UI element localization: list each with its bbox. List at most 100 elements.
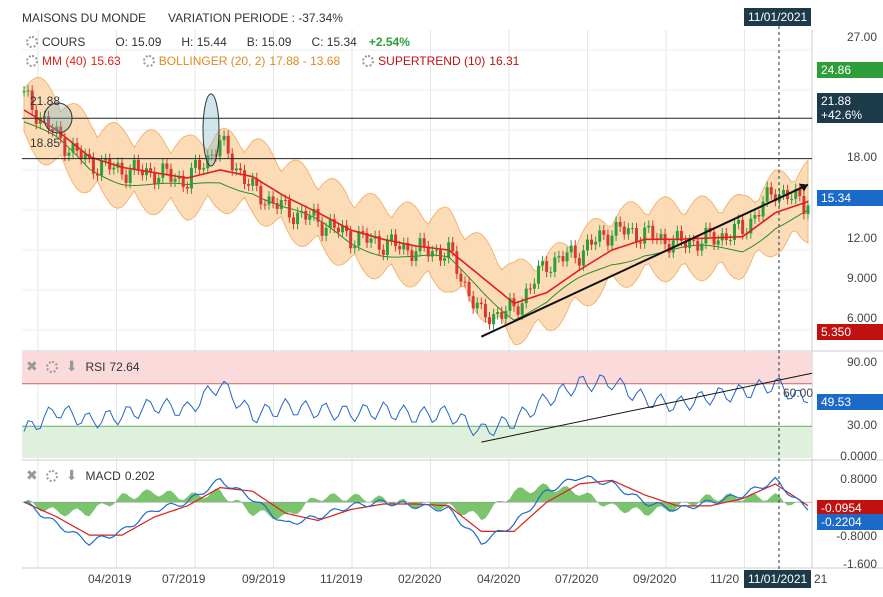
gear-icon[interactable] <box>26 55 38 67</box>
candle-body <box>238 168 242 171</box>
candle-body <box>553 257 557 272</box>
badge-low: 5.350 <box>817 324 883 340</box>
candle-body <box>304 210 308 220</box>
candle-body <box>643 227 647 244</box>
candle-body <box>757 215 761 217</box>
rsi-overbought-zone <box>22 352 812 384</box>
candle-body <box>124 174 128 183</box>
candle-body <box>765 187 769 202</box>
gear-icon[interactable] <box>26 36 38 48</box>
candle-body <box>443 258 447 261</box>
badge-rsi: 49.53 <box>817 394 883 410</box>
candle-body <box>267 196 271 205</box>
trendline-arrowhead <box>799 183 808 192</box>
candle-body <box>569 245 573 253</box>
candle-body <box>806 205 810 215</box>
candle-body <box>622 226 626 235</box>
candle-body <box>104 158 108 161</box>
y-tick-label: 27.00 <box>846 30 877 44</box>
x-tick-label: 09/2019 <box>242 572 286 586</box>
candle-body <box>279 199 283 209</box>
candle-body <box>30 90 34 110</box>
gear-icon[interactable] <box>362 55 375 67</box>
candle-body <box>71 143 75 153</box>
x-tick-label: 21 <box>814 572 828 586</box>
close-icon[interactable]: ✖ <box>26 358 38 374</box>
candle-body <box>516 306 520 315</box>
candle-body <box>349 231 353 249</box>
change-value: +2.54% <box>368 35 410 49</box>
candle-body <box>802 196 806 215</box>
candle-body <box>479 302 483 304</box>
candle-body <box>504 310 508 319</box>
mm-value: 15.63 <box>90 54 121 68</box>
candle-body <box>700 243 704 251</box>
candle-body <box>83 153 87 160</box>
candle-body <box>422 238 426 247</box>
hline-label-21-88: 21.88 <box>30 94 61 108</box>
candle-body <box>243 170 246 184</box>
candle-body <box>492 314 496 325</box>
candle-body <box>463 281 467 283</box>
macd-y-tick: -1.600 <box>842 557 877 571</box>
candle-body <box>606 234 610 246</box>
candle-body <box>275 203 279 209</box>
candle-body <box>561 256 565 262</box>
candle-body <box>728 239 732 241</box>
candle-body <box>390 234 393 241</box>
rsi-trendline <box>481 372 813 443</box>
y-tick-label: 18.00 <box>846 150 877 164</box>
candle-body <box>189 167 193 189</box>
close-icon[interactable]: ✖ <box>26 467 38 483</box>
candle-body <box>398 246 402 250</box>
candle-body <box>357 231 361 246</box>
x-tick-label: 04/2019 <box>88 572 132 586</box>
candle-body <box>749 218 753 234</box>
x-tick-label: 04/2020 <box>477 572 521 586</box>
macd-label: MACD <box>85 468 121 483</box>
candle-body <box>230 153 234 171</box>
candle-body <box>296 212 300 225</box>
instrument-title: MAISONS DU MONDE <box>22 11 147 25</box>
badge-macd: -0.2204 <box>817 514 883 530</box>
cursor-date-top: 11/01/2021 <box>744 8 812 26</box>
macd-signal-line <box>23 479 809 536</box>
arrow-down-icon[interactable]: ⬇ <box>65 467 78 483</box>
gear-icon[interactable] <box>142 55 155 67</box>
candle-body <box>426 246 430 257</box>
candle-body <box>418 238 422 252</box>
variation-periode: VARIATION PERIODE : -37.34% <box>168 11 343 25</box>
candle-body <box>769 187 773 195</box>
candle-body <box>635 228 638 243</box>
candle-body <box>300 210 304 213</box>
gear-icon[interactable] <box>45 469 58 482</box>
candle-body <box>377 235 381 250</box>
rsi-legend-row: ✖ ⬇ RSI 72.64 <box>26 358 148 375</box>
candle-body <box>365 232 369 243</box>
candle-body <box>22 91 26 93</box>
mm40-line <box>23 109 809 305</box>
candle-body <box>520 303 524 315</box>
candle-body <box>100 160 104 176</box>
arrow-down-icon[interactable]: ⬇ <box>65 358 78 374</box>
highlight-ellipse <box>43 102 73 134</box>
candle-body <box>524 288 528 304</box>
candle-body <box>381 249 385 255</box>
candle-body <box>696 240 700 251</box>
candle-body <box>573 245 577 259</box>
rsi-y-tick: 90.00 <box>846 355 877 369</box>
candle-body <box>790 198 794 200</box>
candle-body <box>451 242 455 252</box>
candle-body <box>455 251 459 274</box>
y-tick-label: 12.00 <box>846 231 877 245</box>
gear-icon[interactable] <box>45 360 58 373</box>
candle-body <box>798 188 802 197</box>
candle-body <box>385 240 389 255</box>
candle-body <box>537 265 540 284</box>
candle-body <box>410 250 414 261</box>
candle-body <box>761 201 765 217</box>
candle-body <box>590 239 594 245</box>
candle-body <box>67 152 71 156</box>
candle-body <box>500 312 504 319</box>
